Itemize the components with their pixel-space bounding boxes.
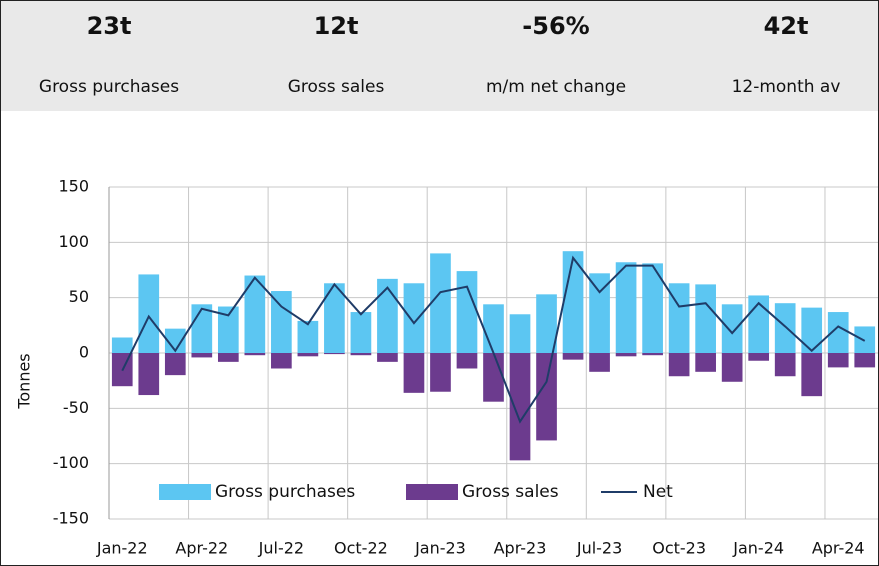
y-tick-label: 0 — [79, 343, 89, 362]
stat-value: 23t — [87, 12, 132, 40]
bar — [244, 275, 266, 353]
legend-label: Net — [643, 482, 673, 502]
bar — [721, 353, 743, 382]
bar — [562, 353, 584, 360]
bar — [324, 353, 345, 355]
bar — [403, 353, 425, 393]
x-tick-label: Jul-23 — [576, 539, 622, 558]
legend-swatch — [406, 484, 458, 500]
bar — [138, 353, 160, 396]
legend-label: Gross sales — [462, 482, 559, 502]
bar — [430, 353, 451, 392]
bar — [509, 353, 531, 461]
bar — [324, 283, 345, 353]
x-tick-label: Oct-23 — [652, 539, 706, 558]
stat-label: Gross purchases — [39, 77, 179, 97]
bar — [536, 294, 557, 353]
y-axis-label: Tonnes — [15, 353, 34, 409]
bar — [217, 306, 239, 353]
bar — [801, 353, 823, 397]
x-tick-label: Jan-22 — [96, 539, 148, 558]
bar — [430, 253, 451, 353]
x-tick-label: Apr-24 — [812, 539, 865, 558]
bar — [483, 353, 504, 402]
x-tick-label: Jan-23 — [414, 539, 466, 558]
bar — [774, 303, 796, 353]
bar — [138, 274, 160, 353]
bar — [695, 353, 716, 372]
net-line — [121, 255, 866, 424]
y-tick-label: 150 — [58, 177, 89, 196]
x-tick-label: Jul-22 — [258, 539, 304, 558]
bar — [111, 337, 133, 353]
bar — [191, 353, 213, 358]
bar — [271, 291, 292, 353]
y-tick-label: -100 — [53, 453, 89, 472]
legend-swatch — [159, 484, 211, 500]
bar — [164, 328, 186, 353]
bar — [615, 353, 637, 357]
bar — [377, 353, 398, 362]
bar — [509, 314, 531, 353]
y-tick-label: 100 — [58, 232, 89, 251]
stat-value: -56% — [522, 12, 589, 40]
bar — [350, 312, 372, 353]
bar — [748, 353, 770, 361]
bar — [589, 353, 610, 372]
x-tick-label: Apr-23 — [494, 539, 547, 558]
bar — [244, 353, 266, 356]
stat-label: Gross sales — [288, 77, 385, 97]
bar — [297, 320, 319, 353]
bar — [774, 353, 796, 377]
bar — [350, 353, 372, 356]
x-tick-label: Apr-22 — [175, 539, 228, 558]
stats-band — [1, 1, 878, 111]
legend-label: Gross purchases — [215, 482, 355, 502]
y-tick-label: -150 — [53, 509, 89, 528]
bar — [536, 353, 557, 441]
bar — [483, 304, 504, 353]
bar — [456, 271, 478, 353]
bar — [297, 353, 319, 357]
bar — [695, 284, 716, 353]
bar — [456, 353, 478, 369]
bar — [721, 304, 743, 353]
bar — [589, 273, 610, 353]
bar — [854, 353, 876, 368]
y-tick-label: 50 — [69, 287, 89, 306]
bar — [217, 353, 239, 362]
bar — [164, 353, 186, 376]
stat-label: 12-month av — [732, 77, 841, 97]
bar — [668, 283, 690, 353]
bar — [271, 353, 292, 369]
bar — [801, 307, 823, 353]
bar — [403, 283, 425, 353]
stat-value: 42t — [764, 12, 809, 40]
x-tick-label: Jan-24 — [732, 539, 784, 558]
bar — [827, 353, 849, 368]
x-tick-label: Oct-22 — [334, 539, 388, 558]
bar — [642, 353, 663, 356]
bar — [615, 262, 637, 353]
bar — [668, 353, 690, 377]
stat-label: m/m net change — [486, 77, 626, 97]
bar — [827, 312, 849, 353]
bar — [377, 278, 398, 353]
y-tick-label: -50 — [63, 398, 89, 417]
bar — [642, 263, 663, 353]
bar — [191, 304, 213, 353]
stat-value: 12t — [314, 12, 359, 40]
bar — [562, 251, 584, 353]
